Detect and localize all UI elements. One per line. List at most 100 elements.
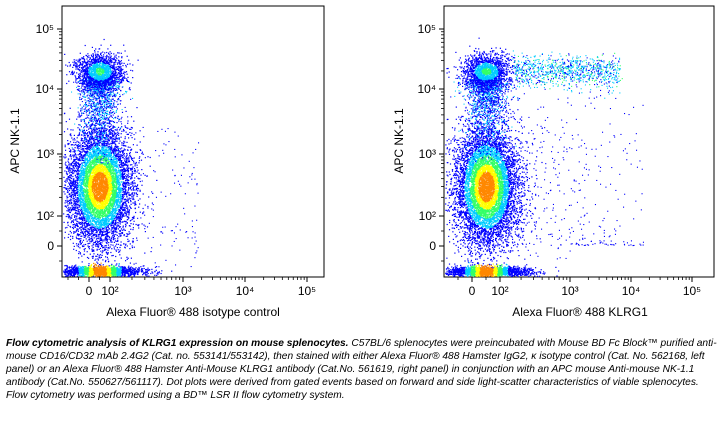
dot-point [77,209,80,211]
dot-point [107,232,109,235]
dot-point [81,261,83,263]
dot-point [84,231,86,233]
dot-point [103,159,105,161]
dot-point [136,185,138,187]
dot-point [72,197,74,199]
dot-point [81,157,83,159]
dot-point [131,176,133,178]
dot-point [69,174,71,177]
dot-point [74,225,76,227]
dot-point [68,206,70,209]
dot-point [128,217,130,219]
dot-point [78,132,81,134]
dot-point [122,157,124,159]
dot-point [69,200,71,202]
dot-point [121,147,123,149]
dot-point [113,168,115,170]
dot-point [84,145,86,147]
dot-point [124,138,126,140]
dot-point [126,235,129,237]
dot-point [114,170,116,172]
dot-point [130,189,132,191]
dot-point [119,164,121,166]
dot-point [101,231,103,233]
dot-point [68,209,70,211]
dot-point [88,228,90,230]
dot-point [117,126,120,128]
dot-point [72,175,74,178]
dot-point [76,173,78,176]
dot-point [77,228,79,230]
dot-point [127,157,129,159]
dot-point [119,254,121,256]
dot-point [121,173,123,175]
dot-point [116,122,118,124]
dot-point [82,168,84,170]
dot-point [130,203,132,205]
dot-point [124,187,126,190]
dot-point [83,244,85,246]
dot-point [86,256,89,259]
dot-point [130,223,132,225]
dot-point [64,227,67,229]
dot-point [97,241,100,243]
dot-point [94,233,96,235]
dot-point [120,211,122,213]
dot-point [77,159,79,161]
dot-point [102,171,104,173]
dot-point [70,174,72,176]
dot-point [132,238,134,240]
dot-point [100,131,102,133]
dot-point [85,185,87,187]
dot-point [120,136,122,138]
dot-point [136,175,138,177]
dot-point [91,130,93,132]
dot-point [67,128,69,130]
dot-point [115,151,117,153]
dot-point [115,181,117,183]
dot-point [76,175,79,177]
dot-point [130,257,132,259]
dot-point [84,159,86,161]
dot-point [123,206,125,209]
dot-point [139,178,141,180]
dot-point [76,228,78,230]
dot-point [74,198,76,201]
dot-point [134,200,136,203]
dot-point [123,191,125,193]
dot-point [120,241,122,243]
dot-point [69,230,71,232]
dot-point [89,155,91,157]
dot-point [121,144,123,146]
dot-point [68,118,71,120]
dot-point [112,165,114,167]
dot-point [91,131,93,133]
dot-point [119,140,121,142]
dot-point [111,226,113,229]
dot-point [102,155,104,158]
dot-point [104,142,106,144]
dot-point [106,175,108,177]
dot-point [63,176,65,178]
dot-point [130,182,132,184]
dot-point [107,206,109,208]
dot-point [100,244,102,246]
dot-point [125,155,128,157]
dot-point [66,180,68,182]
dot-point [144,252,146,254]
dot-point [126,219,128,221]
dot-point [101,172,103,174]
dot-point [118,209,120,211]
dot-point [125,179,127,181]
dot-point [78,257,80,259]
dot-point [80,119,82,121]
dot-point [118,132,120,135]
dot-point [105,256,107,258]
dot-point [136,144,138,146]
dot-point [120,214,122,216]
dot-point [100,229,102,231]
dot-point [112,237,114,239]
dot-point [70,135,72,137]
dot-point [129,243,131,245]
dot-point [126,196,128,198]
